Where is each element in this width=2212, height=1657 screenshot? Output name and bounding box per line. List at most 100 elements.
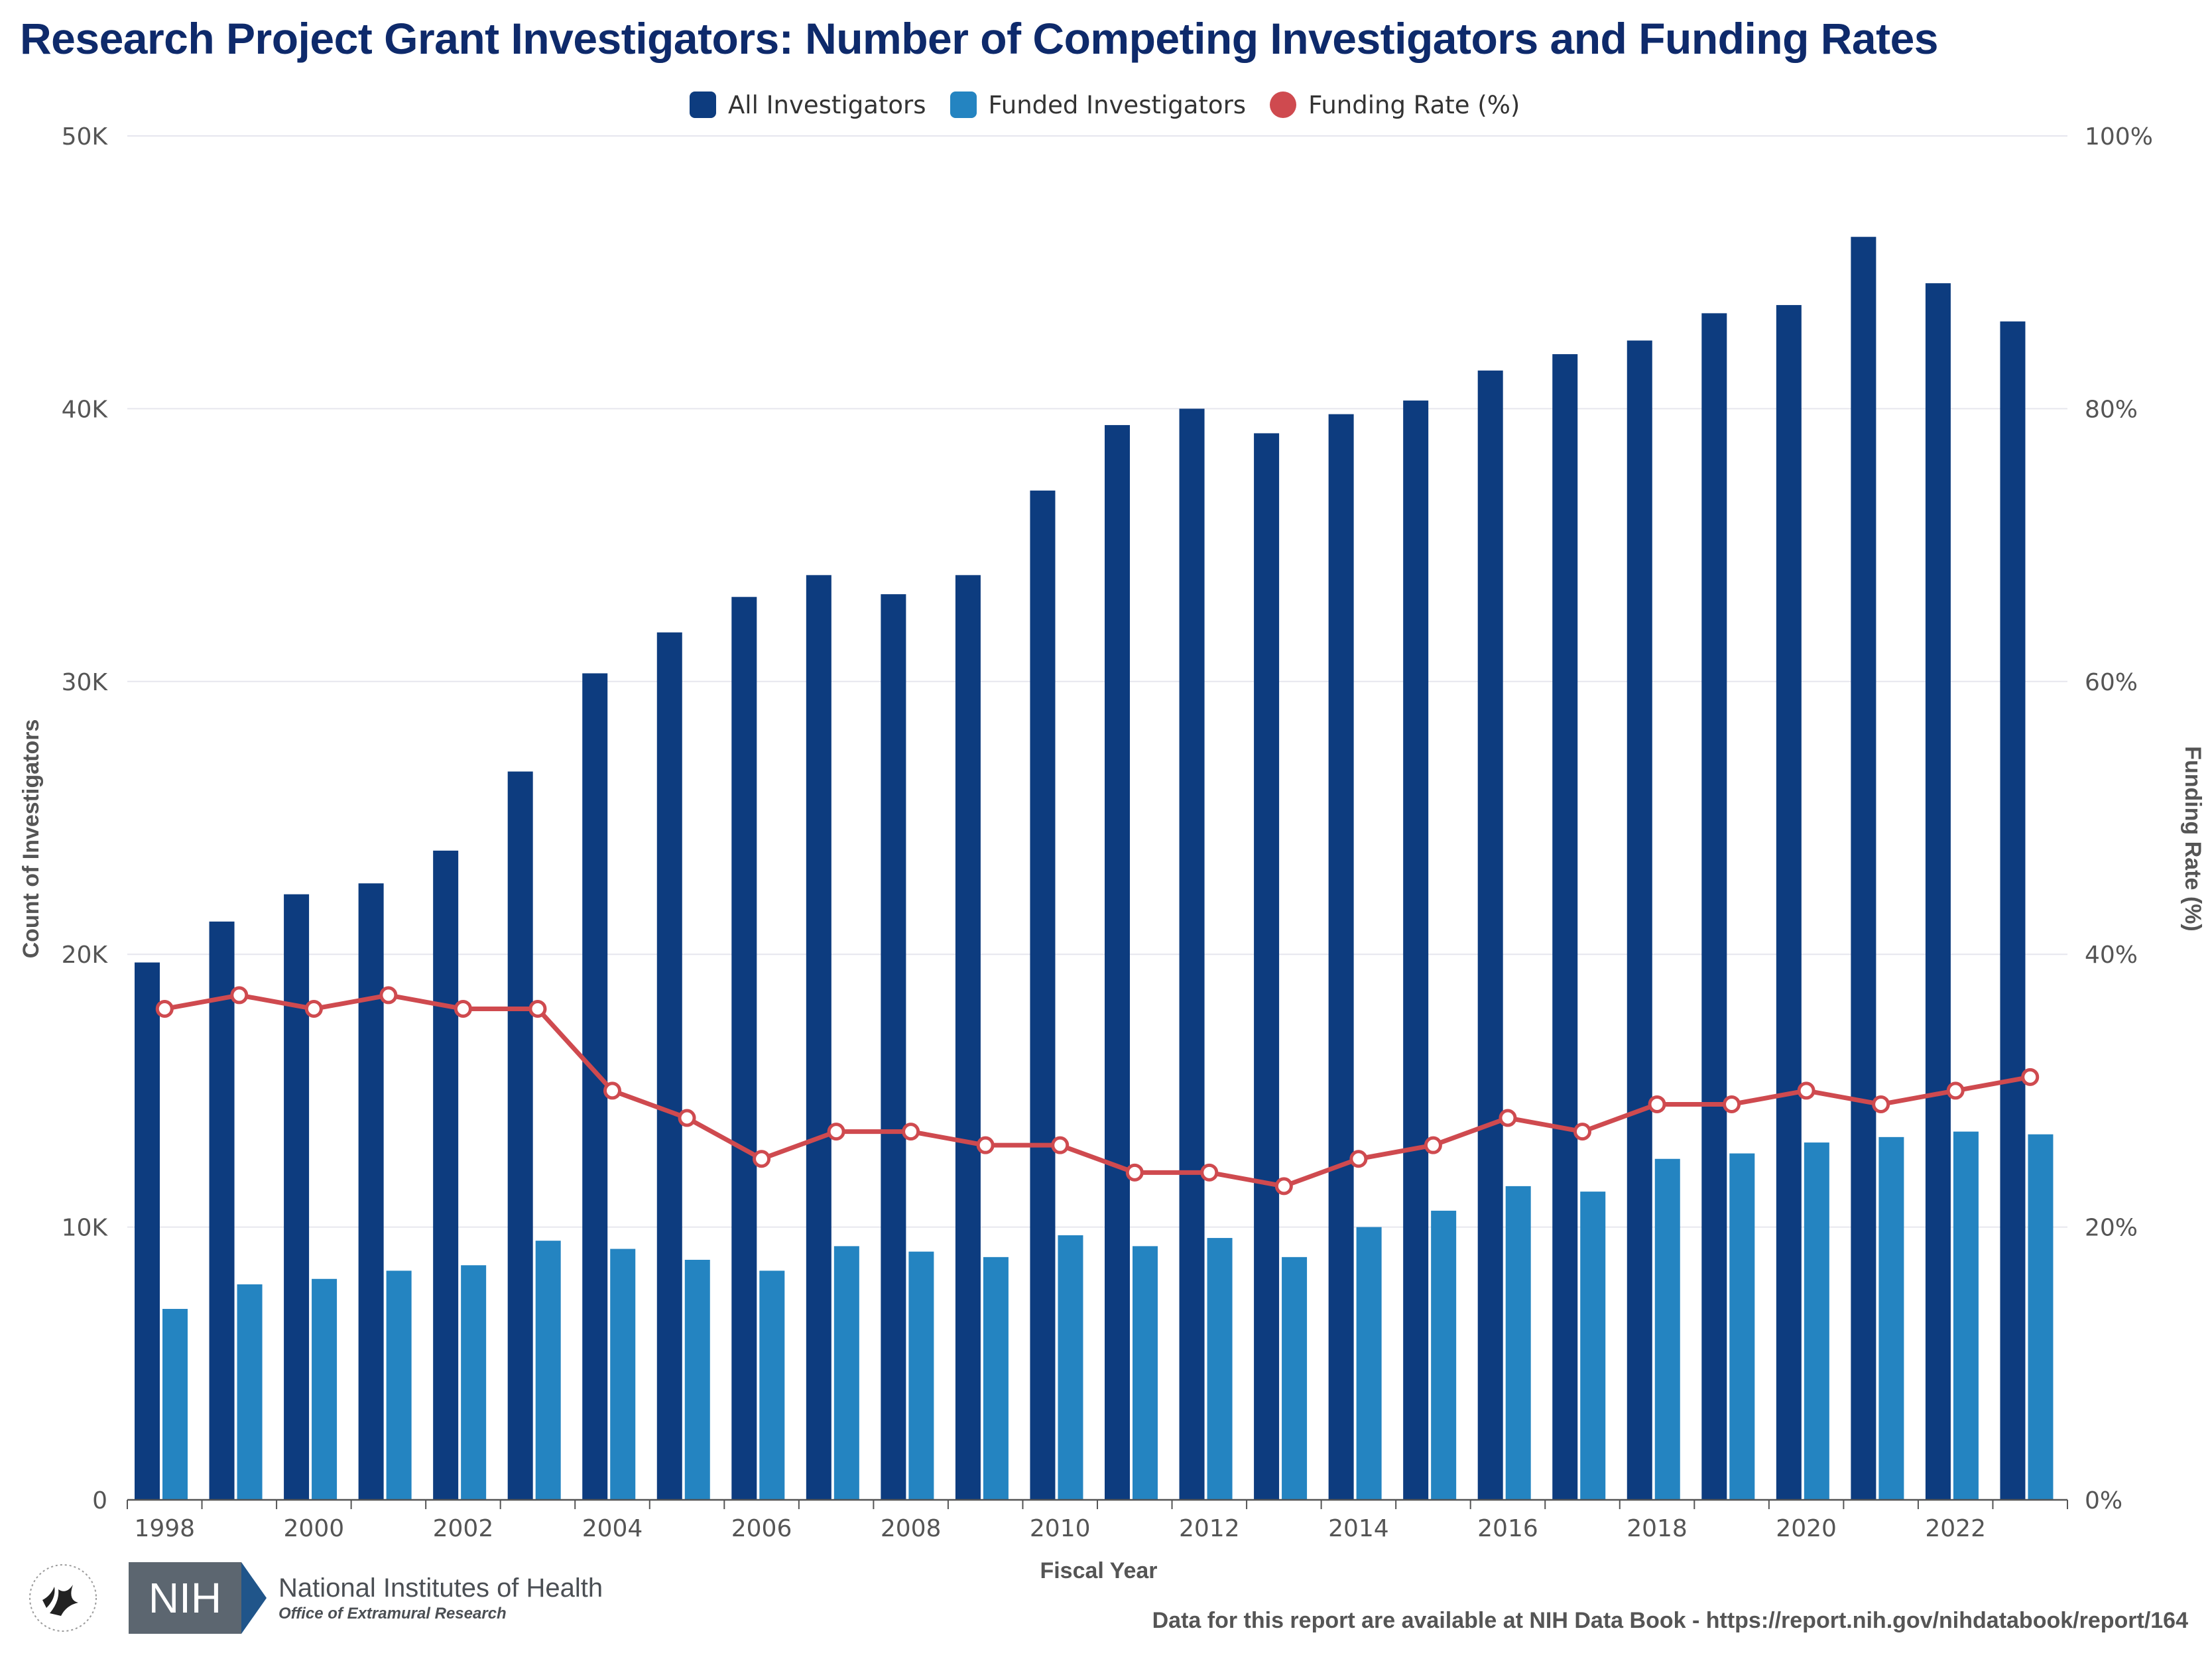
bar-all-investigators[interactable]	[1030, 490, 1056, 1500]
bar-all-investigators[interactable]	[1552, 354, 1578, 1500]
bar-all-investigators[interactable]	[656, 632, 682, 1500]
x-tick-label: 2022	[1925, 1515, 1986, 1542]
y-tick-label: 20K	[62, 942, 109, 969]
bar-all-investigators[interactable]	[1477, 370, 1503, 1501]
bar-all-investigators[interactable]	[955, 575, 981, 1500]
bar-all-investigators[interactable]	[881, 594, 906, 1500]
bar-funded-investigators[interactable]	[461, 1265, 487, 1500]
bar-funded-investigators[interactable]	[908, 1251, 934, 1500]
funding-rate-point[interactable]	[1051, 1136, 1070, 1154]
bar-funded-investigators[interactable]	[1729, 1153, 1755, 1500]
bar-funded-investigators[interactable]	[1580, 1192, 1606, 1500]
bar-funded-investigators[interactable]	[162, 1309, 188, 1500]
bar-all-investigators[interactable]	[582, 673, 608, 1500]
funding-rate-point[interactable]	[1872, 1095, 1890, 1113]
bar-all-investigators[interactable]	[358, 883, 384, 1500]
y-tick-label: 10K	[62, 1215, 109, 1242]
funding-rate-point[interactable]	[976, 1136, 995, 1154]
funding-rate-point[interactable]	[827, 1123, 845, 1141]
bar-funded-investigators[interactable]	[1282, 1257, 1308, 1500]
bar-all-investigators[interactable]	[806, 575, 831, 1500]
bar-funded-investigators[interactable]	[1505, 1186, 1531, 1500]
funding-rate-point[interactable]	[1797, 1081, 1815, 1100]
funding-rate-point[interactable]	[454, 999, 472, 1018]
bar-funded-investigators[interactable]	[983, 1257, 1009, 1500]
funding-rate-point[interactable]	[1723, 1095, 1741, 1113]
bar-funded-investigators[interactable]	[1804, 1142, 1829, 1500]
bar-all-investigators[interactable]	[284, 894, 310, 1500]
bar-funded-investigators[interactable]	[237, 1284, 263, 1500]
bar-funded-investigators[interactable]	[1058, 1235, 1083, 1500]
legend-item-all-investigators[interactable]: All Investigators	[690, 91, 926, 119]
series-funding-rate	[155, 986, 2040, 1196]
bar-all-investigators[interactable]	[1701, 313, 1727, 1500]
bar-all-investigators[interactable]	[1403, 400, 1429, 1500]
funding-rate-point[interactable]	[2021, 1068, 2040, 1086]
bar-funded-investigators[interactable]	[386, 1270, 412, 1500]
legend-swatch-funding-rate	[1270, 92, 1297, 118]
funding-rate-point[interactable]	[902, 1123, 920, 1141]
chart-legend: All Investigators Funded Investigators F…	[690, 85, 1544, 125]
funding-rate-point[interactable]	[1573, 1123, 1591, 1141]
funding-rate-point[interactable]	[1274, 1177, 1293, 1196]
legend-item-funding-rate[interactable]: Funding Rate (%)	[1270, 91, 1520, 119]
bar-all-investigators[interactable]	[1254, 433, 1280, 1500]
bar-funded-investigators[interactable]	[535, 1241, 561, 1500]
bar-funded-investigators[interactable]	[1207, 1238, 1233, 1500]
bar-funded-investigators[interactable]	[1953, 1131, 1979, 1500]
funding-rate-point[interactable]	[678, 1109, 696, 1127]
funding-rate-point[interactable]	[379, 986, 398, 1005]
funding-rate-point[interactable]	[1125, 1163, 1144, 1182]
funding-rate-point[interactable]	[1648, 1095, 1666, 1113]
y-axis-title: Count of Investigators	[19, 719, 44, 959]
bar-funded-investigators[interactable]	[610, 1249, 636, 1500]
bar-all-investigators[interactable]	[731, 597, 757, 1500]
bar-all-investigators[interactable]	[433, 850, 459, 1500]
bar-all-investigators[interactable]	[1925, 283, 1951, 1500]
funding-rate-point[interactable]	[1499, 1109, 1517, 1127]
bar-funded-investigators[interactable]	[1133, 1246, 1158, 1500]
bar-funded-investigators[interactable]	[1356, 1227, 1382, 1500]
data-source-note: Data for this report are available at NI…	[1152, 1608, 2188, 1633]
bar-funded-investigators[interactable]	[759, 1270, 785, 1500]
legend-item-funded-investigators[interactable]: Funded Investigators	[950, 90, 1247, 119]
bar-all-investigators[interactable]	[1328, 414, 1354, 1501]
footer-logo: NIH National Institutes of Health Office…	[27, 1562, 603, 1634]
bar-all-investigators[interactable]	[1776, 305, 1802, 1500]
funding-rate-point[interactable]	[528, 999, 547, 1018]
x-tick-label: 2018	[1627, 1515, 1688, 1542]
bar-funded-investigators[interactable]	[2028, 1134, 2054, 1500]
chart-title: Research Project Grant Investigators: Nu…	[20, 14, 1939, 63]
funding-rate-point[interactable]	[1349, 1150, 1368, 1168]
funding-rate-point[interactable]	[1200, 1163, 1219, 1182]
funding-rate-point[interactable]	[230, 986, 249, 1005]
funding-rate-point[interactable]	[1424, 1136, 1442, 1154]
funding-rate-point[interactable]	[1946, 1081, 1965, 1100]
funding-rate-point[interactable]	[753, 1150, 771, 1168]
nih-logo: NIH National Institutes of Health Office…	[129, 1562, 603, 1634]
legend-swatch-all-investigators	[690, 92, 716, 118]
legend-label-funded-investigators: Funded Investigators	[988, 90, 1247, 119]
bar-funded-investigators[interactable]	[312, 1278, 338, 1500]
bar-all-investigators[interactable]	[209, 921, 235, 1500]
bar-funded-investigators[interactable]	[1431, 1210, 1457, 1500]
y2-tick-label: 20%	[2085, 1215, 2138, 1242]
bar-all-investigators[interactable]	[1627, 340, 1652, 1500]
bar-all-investigators[interactable]	[1105, 425, 1130, 1500]
legend-label-all-investigators: All Investigators	[728, 90, 926, 119]
bar-all-investigators[interactable]	[2000, 321, 2026, 1501]
funding-rate-point[interactable]	[603, 1081, 621, 1100]
bar-all-investigators[interactable]	[135, 962, 160, 1500]
x-tick-label: 2004	[582, 1515, 643, 1542]
bar-all-investigators[interactable]	[1851, 237, 1876, 1500]
bar-funded-investigators[interactable]	[1878, 1136, 1904, 1500]
bar-funded-investigators[interactable]	[1654, 1158, 1680, 1500]
bar-funded-investigators[interactable]	[684, 1259, 710, 1500]
bar-all-investigators[interactable]	[1179, 408, 1205, 1500]
x-tick-label: 2016	[1477, 1515, 1538, 1542]
funding-rate-point[interactable]	[304, 999, 323, 1018]
bar-all-investigators[interactable]	[507, 771, 533, 1500]
hhs-seal-icon	[29, 1564, 97, 1632]
funding-rate-point[interactable]	[155, 999, 174, 1018]
bar-funded-investigators[interactable]	[833, 1246, 859, 1500]
